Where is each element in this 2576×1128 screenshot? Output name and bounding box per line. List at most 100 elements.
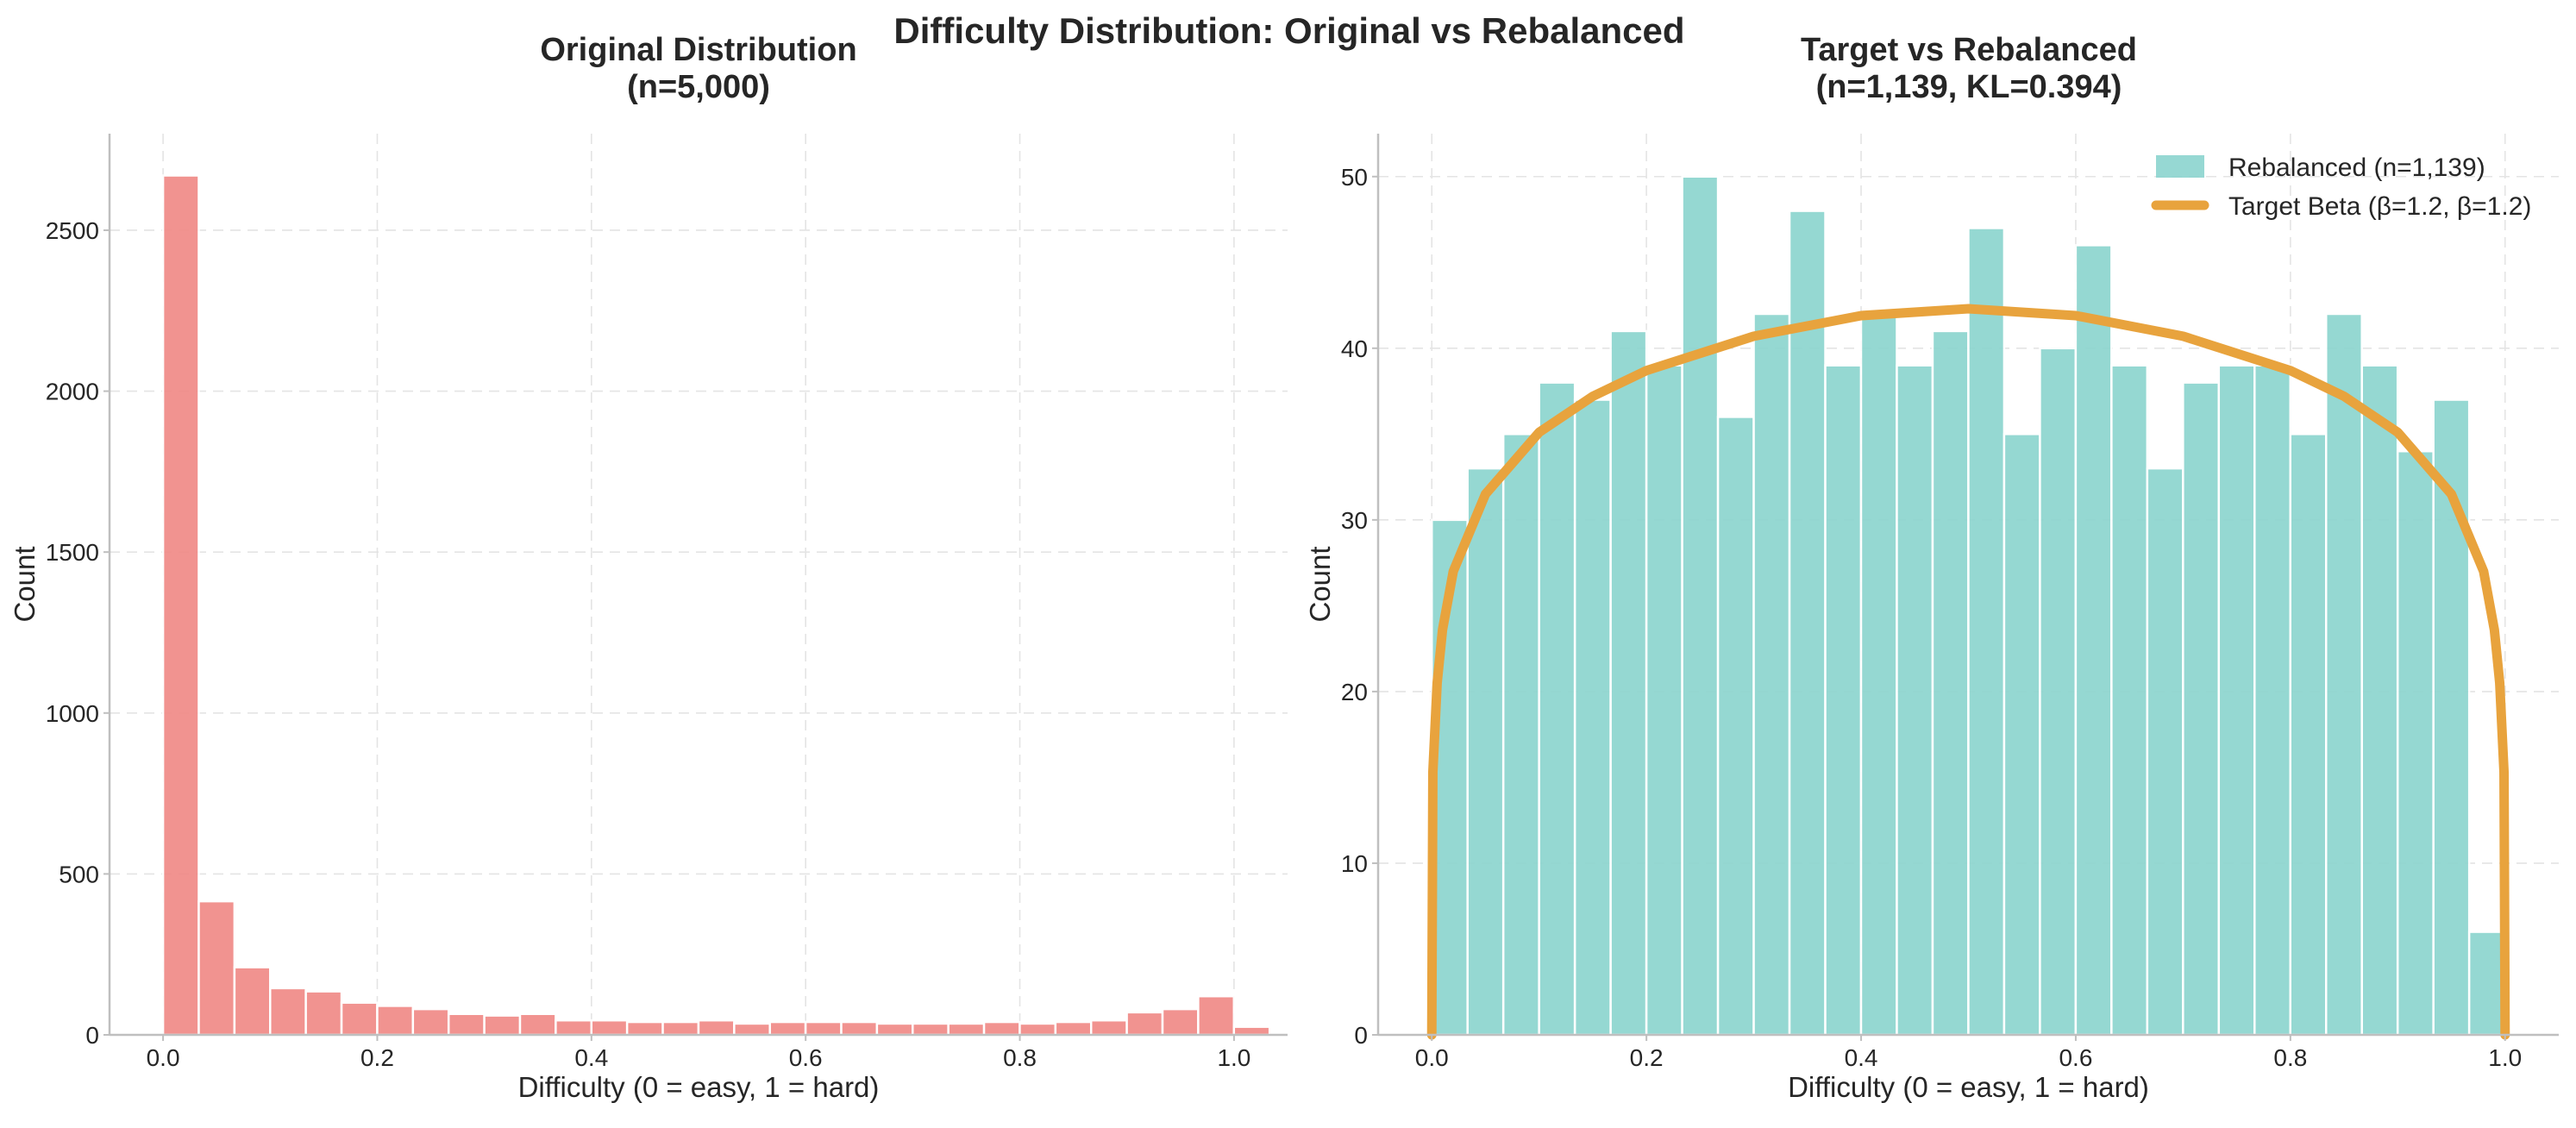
y-axis-label: Count	[9, 546, 41, 622]
histogram-bar	[269, 987, 307, 1037]
histogram-bar	[733, 1022, 771, 1037]
histogram-bar	[233, 966, 272, 1037]
histogram-bar	[590, 1018, 629, 1037]
histogram-bar	[2289, 433, 2328, 1037]
panel-target-vs-rebalanced: Target vs Rebalanced(n=1,139, KL=0.394) 0…	[1304, 32, 2559, 1103]
histogram-bar	[483, 1014, 522, 1037]
histogram-bar	[1788, 210, 1827, 1037]
histogram-bar	[2360, 364, 2399, 1037]
histogram-bar	[1466, 467, 1505, 1037]
y-tick-label: 30	[1341, 507, 1368, 534]
x-tick-label: 0.8	[1003, 1044, 1037, 1071]
histogram-bar	[1716, 416, 1755, 1037]
histogram-bar	[982, 1020, 1021, 1037]
y-tick-label: 20	[1341, 679, 1368, 705]
panel-title-line: Original Distribution	[540, 32, 856, 68]
y-tick-label: 500	[59, 861, 99, 887]
figure-suptitle: Difficulty Distribution: Original vs Reb…	[893, 10, 1684, 51]
histogram-bar	[2182, 381, 2221, 1037]
x-axis-label: Difficulty (0 = easy, 1 = hard)	[518, 1071, 880, 1103]
x-tick-label: 0.2	[360, 1044, 394, 1071]
histogram-bar	[1681, 175, 1720, 1037]
y-tick-label: 40	[1341, 335, 1368, 362]
histogram-bar	[661, 1020, 700, 1037]
x-tick-label: 0.2	[1630, 1044, 1664, 1071]
histogram-bar	[1609, 329, 1648, 1037]
histogram-bar	[947, 1022, 986, 1037]
y-tick-label: 10	[1341, 850, 1368, 877]
histogram-bar	[2217, 364, 2256, 1037]
panel-title-line: Target vs Rebalanced	[1801, 32, 2137, 68]
y-tick-label: 50	[1341, 164, 1368, 191]
histogram-bar	[555, 1018, 593, 1037]
legend-entry-label: Target Beta (β=1.2, β=1.2)	[2228, 192, 2531, 221]
histogram-bar	[1645, 364, 1683, 1037]
histogram-bar	[1501, 433, 1540, 1037]
histogram-bar	[447, 1012, 486, 1037]
histogram-bar	[304, 990, 343, 1037]
x-tick-label: 0.0	[1415, 1044, 1449, 1071]
histogram-bar	[2039, 347, 2078, 1037]
histogram-bar	[1125, 1011, 1164, 1037]
histogram-bar	[2074, 244, 2113, 1037]
histogram-bar	[1232, 1025, 1271, 1037]
histogram-bar	[376, 1005, 415, 1037]
histogram-bar	[697, 1018, 736, 1037]
histogram-bar	[1197, 994, 1236, 1037]
histogram-bar	[2467, 931, 2506, 1037]
x-tick-label: 0.8	[2273, 1044, 2307, 1071]
histogram-bar	[1896, 364, 1934, 1037]
target-beta-curve	[1426, 304, 2510, 1040]
x-axis-label: Difficulty (0 = easy, 1 = hard)	[1788, 1071, 2149, 1103]
histogram-bar	[1161, 1007, 1200, 1037]
histogram-bar	[1573, 398, 1612, 1037]
histogram-bar	[1054, 1020, 1093, 1037]
histogram-bar	[1859, 312, 1898, 1037]
y-tick-label: 1500	[46, 539, 99, 566]
histogram-bar	[411, 1007, 450, 1037]
histogram-bar	[2146, 467, 2184, 1037]
histogram-bar	[1018, 1022, 1057, 1037]
histogram-bar	[1089, 1018, 1128, 1037]
panel-title-line: (n=5,000)	[627, 69, 770, 105]
panel-original-distribution: Original Distribution(n=5,000) 0.0 0.2 0.4 0…	[9, 32, 1288, 1103]
histogram-bar	[1967, 227, 2006, 1037]
x-tick-label: 1.0	[1217, 1044, 1250, 1071]
legend-swatch-rebalanced	[2156, 155, 2204, 178]
x-tick-label: 0.0	[147, 1044, 180, 1071]
x-tick-label: 1.0	[2488, 1044, 2522, 1071]
histogram-bar	[161, 174, 200, 1037]
histogram-bar	[2110, 364, 2149, 1037]
x-tick-label: 0.4	[574, 1044, 608, 1071]
panel-title-line: (n=1,139, KL=0.394)	[1816, 69, 2122, 105]
histogram-bar	[1538, 381, 1576, 1037]
histogram-bar	[2003, 433, 2041, 1037]
y-axis-label: Count	[1304, 546, 1336, 622]
x-tick-label: 0.4	[1845, 1044, 1878, 1071]
histogram-bar	[2324, 312, 2363, 1037]
histogram-bar	[1752, 312, 1791, 1037]
histogram-bar	[875, 1022, 914, 1037]
x-tick-label: 0.6	[2059, 1044, 2092, 1071]
histogram-bar	[518, 1012, 557, 1037]
histogram-bar	[625, 1020, 664, 1037]
histogram-bar	[2396, 449, 2435, 1037]
histogram-bar	[197, 899, 236, 1037]
y-tick-label: 0	[1354, 1022, 1368, 1049]
histogram-bar	[840, 1020, 879, 1037]
x-tick-label: 0.6	[789, 1044, 823, 1071]
histogram-bar	[1931, 329, 1970, 1037]
y-tick-label: 2500	[46, 217, 99, 244]
legend-entry-label: Rebalanced (n=1,139)	[2228, 154, 2485, 182]
histogram-bar	[768, 1020, 807, 1037]
y-tick-label: 1000	[46, 700, 99, 727]
y-tick-label: 2000	[46, 379, 99, 405]
histogram-bar	[1824, 364, 1863, 1037]
legend: Rebalanced (n=1,139) Target Beta (β=1.2, …	[2151, 154, 2531, 221]
histogram-bar	[804, 1020, 843, 1037]
histogram-bar	[912, 1022, 950, 1037]
histogram-bar	[340, 1001, 379, 1037]
histogram-bar	[2253, 364, 2292, 1037]
y-tick-label: 0	[85, 1022, 99, 1049]
